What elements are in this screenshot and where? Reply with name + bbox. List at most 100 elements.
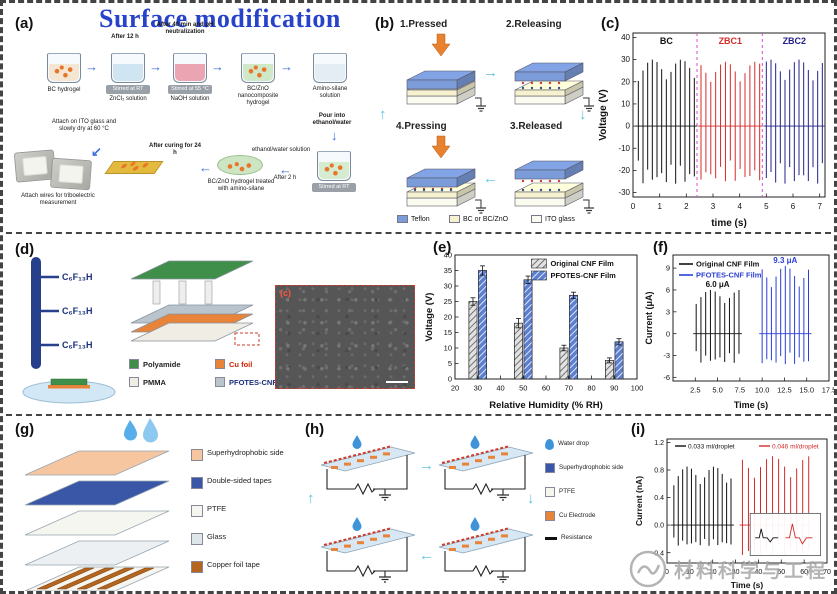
pour-text: Pour into ethanol/water xyxy=(312,113,352,127)
svg-text:30: 30 xyxy=(732,569,740,576)
legend-label: Copper foil tape xyxy=(207,560,260,569)
svg-text:3: 3 xyxy=(666,307,670,316)
droplet-device-schematic xyxy=(438,517,534,583)
svg-text:time (s): time (s) xyxy=(711,218,747,229)
legend-label: Resistance xyxy=(561,534,593,541)
svg-text:Time (s): Time (s) xyxy=(734,400,768,410)
svg-text:10: 10 xyxy=(444,344,452,353)
legend-item: Polyamide xyxy=(129,359,181,369)
step-after-40min: After 40 min and pH neutralization xyxy=(156,22,214,36)
cycle-arrow-icon: ↑ xyxy=(379,106,387,123)
cycle-arrow-icon: ↓ xyxy=(527,490,535,507)
svg-text:50: 50 xyxy=(519,384,527,393)
svg-text:1.2: 1.2 xyxy=(654,440,664,447)
film-sample xyxy=(58,164,84,184)
flow-arrow-icon: → xyxy=(149,59,162,74)
svg-text:0.4: 0.4 xyxy=(654,495,664,502)
voltage-time-chart: -30 -20 -10 0 10 20 30 40 0 1 2 3 4 5 6 7 time (s) Voltag… xyxy=(598,32,826,229)
panel-d-label: (d) xyxy=(15,241,35,258)
bc-fibers xyxy=(50,63,78,80)
stir-base: Stirred at 55 °C xyxy=(168,85,212,94)
legend-label: Water drop xyxy=(558,440,589,448)
panel-g-label: (g) xyxy=(15,421,35,438)
svg-text:10: 10 xyxy=(686,569,694,576)
legend-item: PFOTES-CNF xyxy=(215,377,277,387)
legend-label: BC or BC/ZnO xyxy=(463,215,509,223)
svg-text:Voltage (V): Voltage (V) xyxy=(424,293,435,342)
figure-title: Surface modification xyxy=(99,4,341,33)
legend-item: ITO glass xyxy=(531,215,575,223)
legend-chip xyxy=(531,215,542,223)
svg-text:10.0: 10.0 xyxy=(755,386,770,395)
svg-text:3: 3 xyxy=(711,202,716,211)
svg-text:4: 4 xyxy=(737,202,742,211)
legend-item: PTFE xyxy=(191,504,297,517)
legend-label: Cu foil xyxy=(229,359,253,369)
svg-text:0.8: 0.8 xyxy=(654,468,664,475)
svg-text:9.3 μA: 9.3 μA xyxy=(773,256,797,265)
film-sample xyxy=(22,155,48,177)
ito-glass-slab xyxy=(104,161,164,174)
svg-text:40: 40 xyxy=(444,251,452,260)
scale-bar xyxy=(386,380,408,383)
flow-arrow-icon: ← xyxy=(279,162,292,177)
legend-label: Cu Electrode xyxy=(559,511,596,519)
stir-base: Stirred at RT xyxy=(106,85,150,94)
svg-text:ZBC1: ZBC1 xyxy=(719,36,743,46)
svg-text:PFOTES-CNF Film: PFOTES-CNF Film xyxy=(696,271,762,280)
state-label-pressing: 4.Pressing xyxy=(396,121,447,132)
svg-text:50: 50 xyxy=(777,569,785,576)
svg-text:-30: -30 xyxy=(618,188,630,197)
row-divider xyxy=(6,414,831,416)
legend-chip xyxy=(545,487,555,497)
legend-item: Copper foil tape xyxy=(191,560,297,573)
svg-text:70: 70 xyxy=(823,569,831,576)
flow-arrow-icon: ↙ xyxy=(91,144,102,159)
legend-chip xyxy=(545,463,555,473)
beaker-liquid xyxy=(175,64,205,81)
current-time-chart: -6 -3 0 3 6 9 2.5 5.0 7.5 10.0 12.5 15.0 17.5 Time (s… xyxy=(644,254,834,410)
step-attach-ito: Attach on ITO glass and slowly dry at 60… xyxy=(51,119,117,133)
watermark: 材料科学与工程 xyxy=(628,549,828,589)
svg-text:80: 80 xyxy=(587,384,595,393)
layer-stack-schematic xyxy=(24,450,170,591)
cycle-arrow-icon: → xyxy=(419,457,434,474)
teng-device-schematic xyxy=(406,33,486,112)
step-after-2h: After 2 h xyxy=(273,175,297,181)
water-droplets-icon xyxy=(124,418,158,443)
flow-arrow-icon: → xyxy=(211,59,224,74)
device-schematic xyxy=(130,260,260,346)
svg-text:C₆F₁₃H: C₆F₁₃H xyxy=(62,306,92,316)
legend-item: Superhydrophobic side xyxy=(545,463,633,473)
svg-text:0.033 ml/droplet: 0.033 ml/droplet xyxy=(688,443,735,450)
cycle-arrow-icon: ← xyxy=(483,170,498,187)
svg-text:5: 5 xyxy=(448,359,452,368)
panel-i-label: (i) xyxy=(631,421,646,438)
svg-text:2: 2 xyxy=(684,202,689,211)
cycle-arrow-icon: ← xyxy=(419,547,434,564)
svg-text:5: 5 xyxy=(764,202,769,211)
legend-item: Double-sided tapes xyxy=(191,476,297,489)
legend-label: Glass xyxy=(207,532,227,541)
bc-fibers xyxy=(220,161,260,172)
svg-text:0: 0 xyxy=(666,329,670,338)
svg-text:2.5: 2.5 xyxy=(690,386,700,395)
legend-chip xyxy=(191,505,203,517)
legend-chip xyxy=(129,359,139,369)
cycle-arrow-icon: → xyxy=(483,64,498,81)
svg-text:10: 10 xyxy=(621,100,630,109)
legend-item: BC or BC/ZnO xyxy=(449,215,508,223)
beaker-naoh xyxy=(173,53,207,83)
svg-text:0.0: 0.0 xyxy=(654,523,664,530)
svg-text:40: 40 xyxy=(496,384,504,393)
svg-text:0: 0 xyxy=(631,202,636,211)
svg-text:0.046 ml/droplet: 0.046 ml/droplet xyxy=(772,443,819,450)
droplet-device-schematic xyxy=(320,517,416,583)
legend-label: Superhydrophobic side xyxy=(559,463,624,471)
legend-chip xyxy=(449,215,460,223)
legend-label: PMMA xyxy=(143,377,166,387)
svg-text:Original CNF Film: Original CNF Film xyxy=(696,260,760,269)
panel-f-label: (f) xyxy=(653,239,668,256)
svg-text:7: 7 xyxy=(817,202,822,211)
